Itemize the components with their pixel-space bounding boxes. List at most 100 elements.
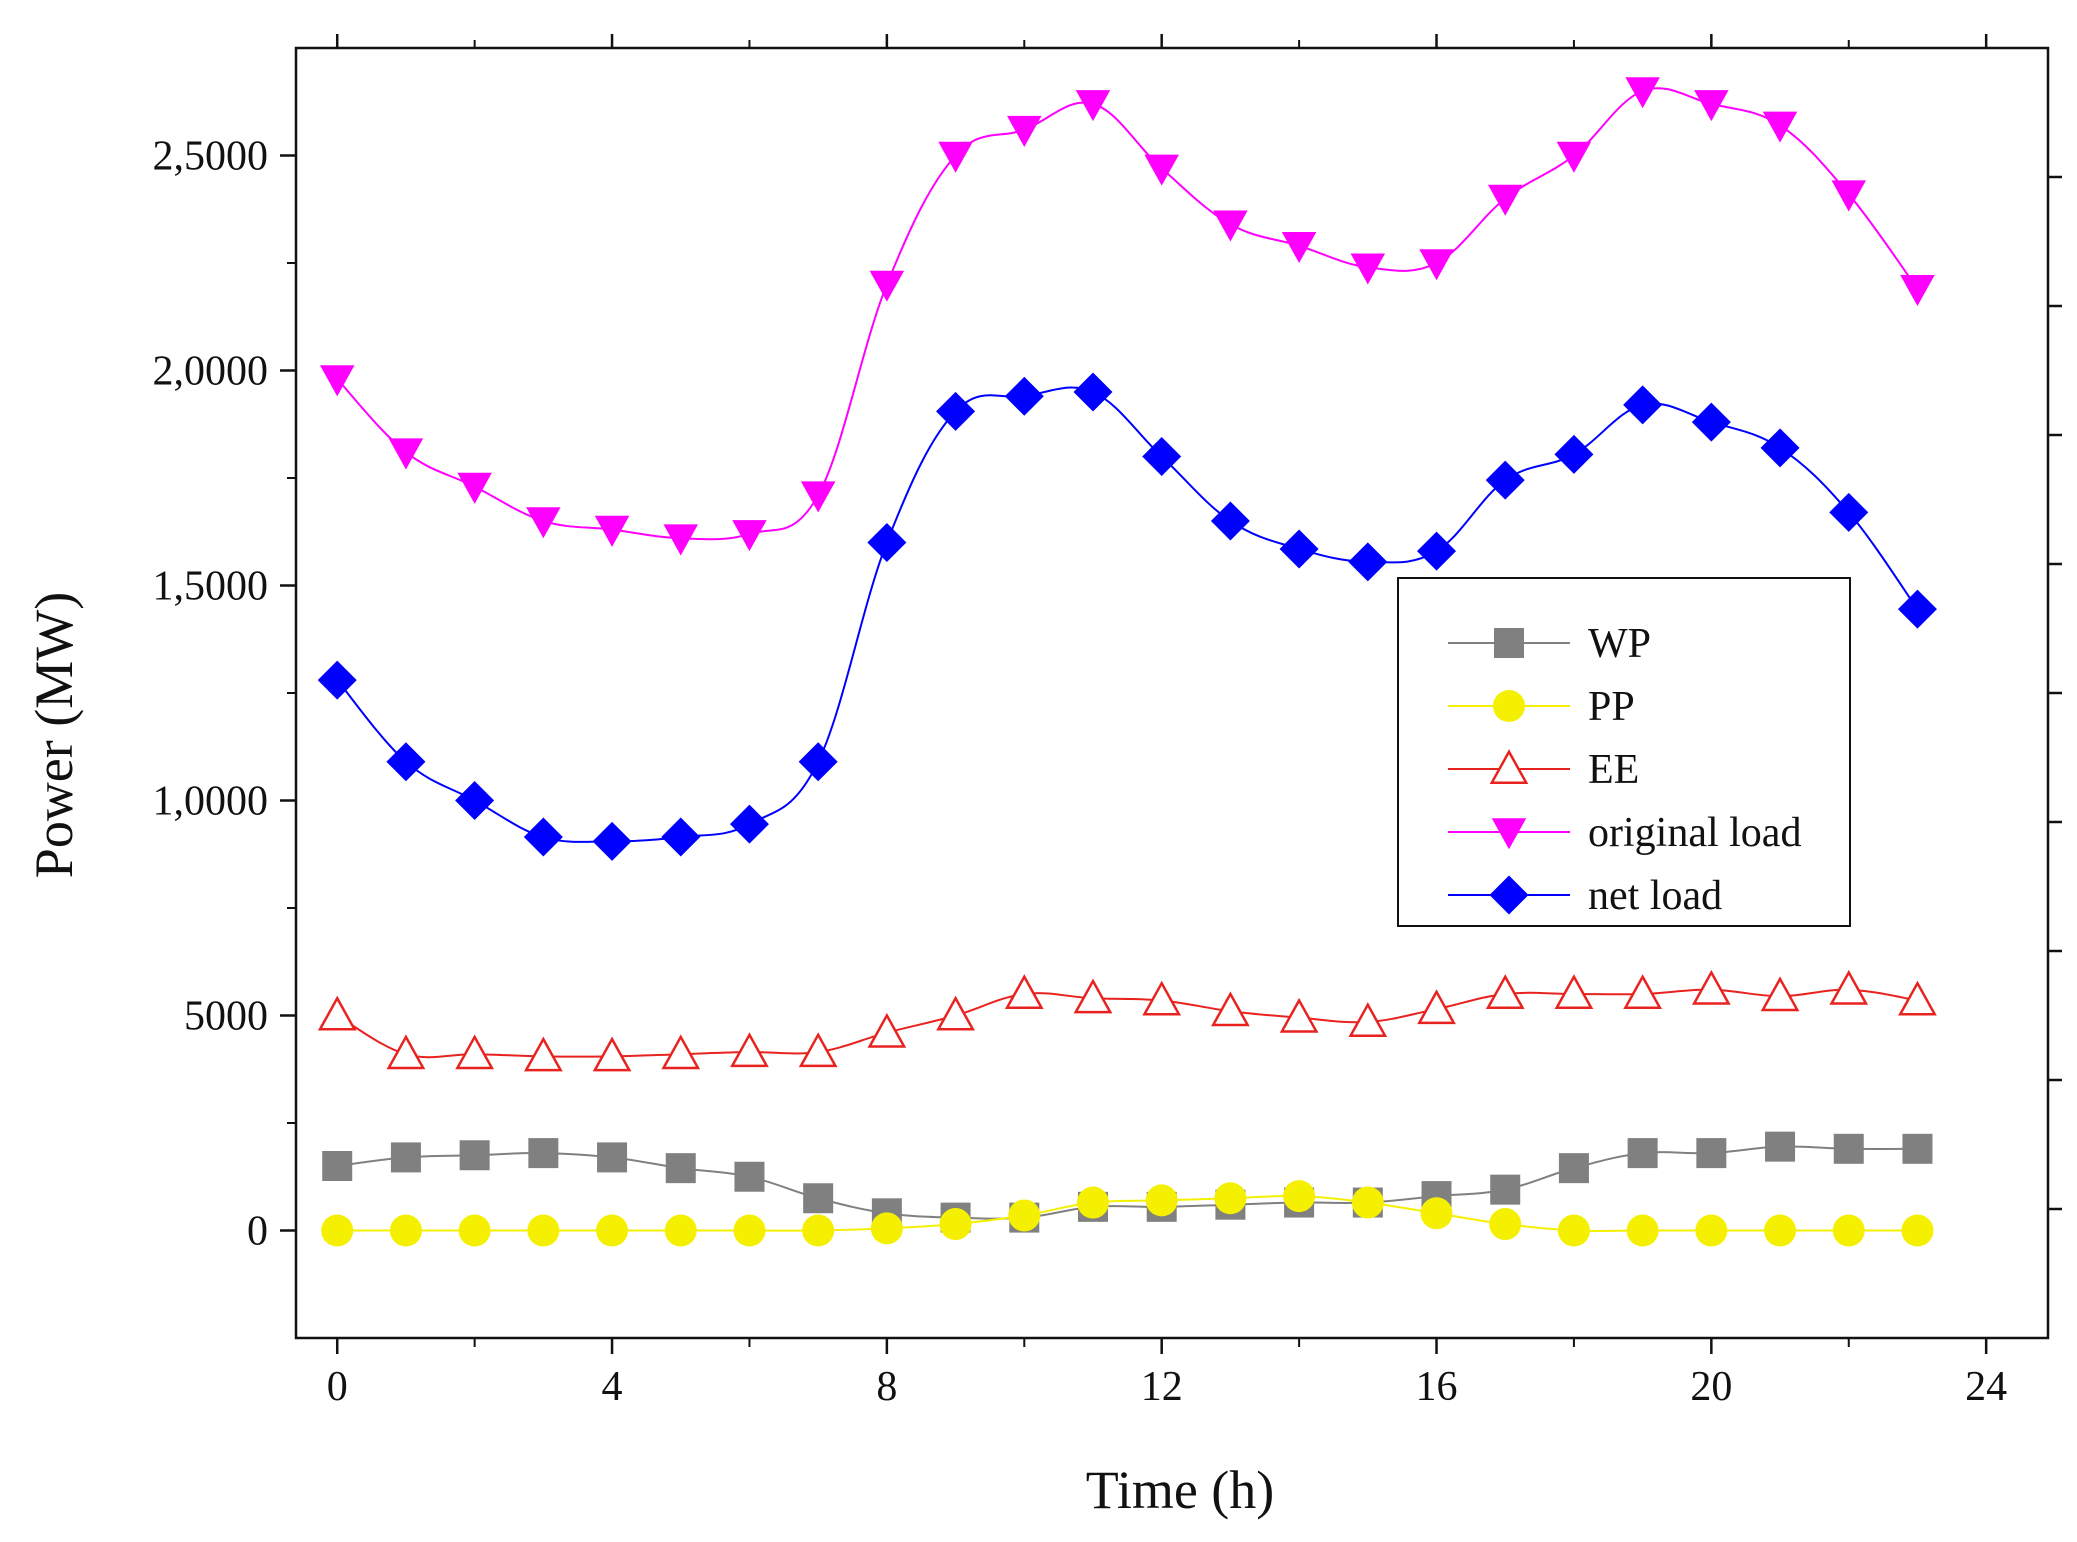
series-line-ee [336, 988, 1918, 1059]
point-ee [1485, 974, 1525, 1010]
point-pp [527, 1214, 560, 1247]
point-net-load [1829, 492, 1869, 532]
legend-swatch-marker [1489, 749, 1529, 785]
point-pp [1557, 1214, 1590, 1247]
point-wp [528, 1138, 559, 1169]
point-wp [390, 1142, 421, 1173]
point-original-load [1419, 249, 1454, 281]
plot-layer [317, 77, 1937, 1247]
point-original-load [1762, 111, 1798, 143]
point-net-load [386, 742, 426, 782]
point-original-load [938, 141, 973, 173]
x-tick-label: 0 [327, 1364, 348, 1410]
point-pp [1145, 1184, 1178, 1217]
point-pp [939, 1208, 972, 1241]
series-ee [317, 969, 1937, 1072]
point-pp [1283, 1180, 1316, 1213]
point-ee [1898, 980, 1937, 1016]
point-wp [1627, 1138, 1658, 1169]
point-wp [1696, 1138, 1727, 1169]
point-original-load [869, 270, 905, 302]
y-tick-label: 0 [247, 1209, 268, 1255]
point-original-load [1556, 141, 1592, 173]
point-wp [803, 1183, 834, 1214]
point-ee [1623, 974, 1663, 1010]
point-original-load [1213, 210, 1248, 242]
point-original-load [526, 507, 561, 539]
series-net-load [317, 372, 1937, 861]
point-pp [1626, 1214, 1659, 1247]
series-line-pp [337, 1194, 1918, 1233]
point-wp [1765, 1131, 1796, 1162]
x-tick-label: 12 [1141, 1364, 1183, 1410]
x-tick-label: 8 [876, 1364, 897, 1410]
y-tick-label: 1,0000 [153, 779, 269, 825]
point-original-load [388, 438, 424, 470]
point-ee [455, 1034, 495, 1070]
point-ee [1279, 997, 1319, 1033]
point-pp [1420, 1197, 1453, 1230]
point-ee [1554, 974, 1594, 1010]
point-net-load [1073, 372, 1113, 412]
legend-label: original load [1588, 810, 1801, 856]
legend-swatch-marker [1489, 875, 1529, 915]
point-original-load [1075, 90, 1111, 122]
series-pp [321, 1180, 1934, 1247]
legend-label: WP [1588, 621, 1651, 667]
point-pp [458, 1214, 491, 1247]
point-original-load [1144, 154, 1179, 186]
point-ee [1691, 969, 1731, 1005]
point-pp [1695, 1214, 1728, 1247]
point-original-load [732, 520, 767, 552]
series-wp [322, 1131, 1933, 1233]
point-ee [1417, 989, 1456, 1025]
point-net-load [1210, 501, 1250, 541]
point-net-load [1004, 376, 1044, 416]
point-net-load [1691, 402, 1731, 442]
legend-item-pp: PP [1448, 684, 1635, 730]
point-pp [1351, 1186, 1384, 1219]
point-net-load [661, 817, 701, 857]
point-net-load [455, 781, 495, 820]
x-tick-label: 4 [602, 1364, 623, 1410]
point-net-load [1348, 542, 1388, 582]
point-net-load [936, 391, 976, 431]
point-ee [1829, 969, 1869, 1005]
series-line-original-load [336, 87, 1919, 541]
point-net-load [798, 742, 838, 782]
legend: WP PP EE original load net load [1397, 577, 1851, 927]
point-ee [936, 995, 975, 1031]
point-ee [523, 1036, 563, 1072]
point-ee [730, 1032, 769, 1068]
point-net-load [1142, 437, 1182, 476]
point-original-load [663, 524, 699, 556]
point-pp [1076, 1186, 1109, 1219]
point-ee [1348, 1002, 1388, 1037]
point-wp [322, 1151, 353, 1181]
point-wp [1902, 1133, 1933, 1164]
point-ee [1142, 980, 1182, 1016]
y-tick-label: 1,5000 [153, 564, 269, 610]
legend-box [1397, 577, 1851, 927]
point-ee [1073, 978, 1113, 1014]
point-ee [1004, 974, 1044, 1010]
point-wp [597, 1142, 628, 1173]
point-ee [661, 1034, 701, 1070]
legend-swatch-marker [1493, 690, 1525, 722]
y-tick-label: 2,5000 [153, 134, 269, 180]
point-wp [734, 1161, 765, 1192]
point-original-load [319, 365, 355, 397]
point-wp [1490, 1174, 1521, 1205]
y-axis-title: Power (MW) [24, 592, 84, 878]
legend-swatch-marker [1494, 628, 1524, 658]
point-pp [733, 1214, 766, 1247]
point-original-load [1831, 180, 1867, 212]
axis-layer: 0 4 8 12 16 20 24 0 5000 1,0000 1,5000 2,0000 2,5000 [153, 34, 2062, 1410]
point-ee [867, 1012, 907, 1048]
x-tick-label: 20 [1690, 1364, 1732, 1410]
legend-swatch-marker [1491, 818, 1527, 850]
legend-item-wp: WP [1448, 621, 1651, 667]
point-pp [1489, 1208, 1522, 1241]
point-original-load [800, 481, 836, 513]
